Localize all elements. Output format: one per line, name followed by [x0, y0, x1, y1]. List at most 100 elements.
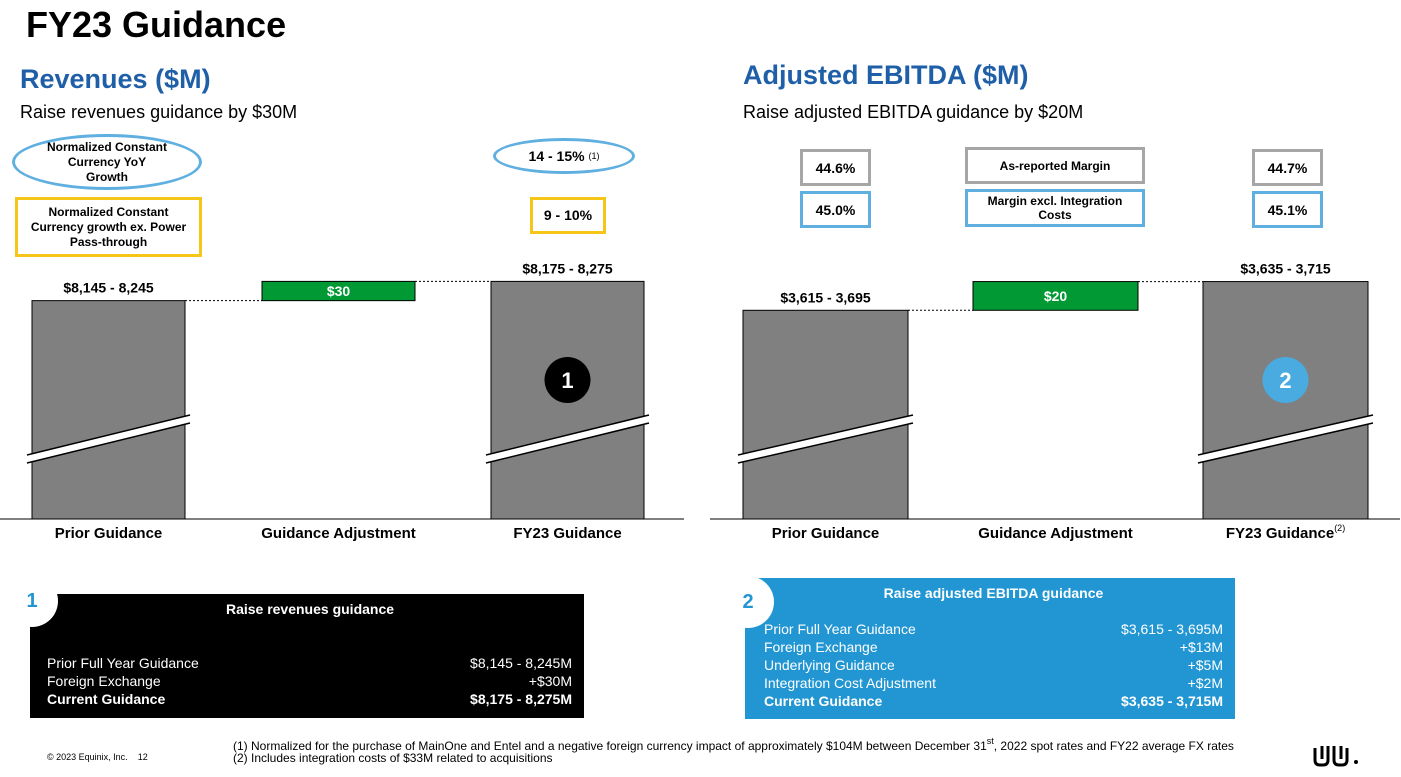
ebitda-summary-row: Underlying Guidance +$5M [764, 656, 1223, 674]
axis-break-line [1197, 422, 1374, 464]
growth-oval-value-text: 14 - 15% [528, 147, 585, 164]
data-label-prior: $8,145 - 8,245 [63, 280, 154, 296]
prior-excl-margin: 45.0% [800, 191, 871, 228]
axis-break-band [738, 415, 913, 463]
bar-guidance-adjustment [261, 280, 416, 302]
chart-badge [1262, 357, 1309, 403]
growth-oval-footnote: (1) [588, 150, 600, 161]
ebitda-summary-row-label: Prior Full Year Guidance [764, 621, 916, 637]
chart-badge [544, 357, 591, 403]
footnote-1-post: , 2022 spot rates and FY22 average FX ra… [993, 739, 1234, 753]
revenue-summary-row-label: Current Guidance [47, 691, 166, 707]
chart-badge-number: 1 [561, 368, 573, 393]
excl-margin-legend-text: Margin excl. Integration Costs [987, 194, 1123, 222]
bar-guidance-adjustment [972, 281, 1139, 311]
growth-oval-label-text: Normalized Constant Currency YoY Growth [47, 139, 168, 184]
revenue-summary-row: Foreign Exchange +$30M [47, 672, 572, 690]
power-passthrough-value-text: 9 - 10% [543, 207, 593, 223]
fy23-excl-margin-text: 45.1% [1267, 201, 1308, 218]
footnote-2: (2) Includes integration costs of $33M r… [233, 751, 553, 765]
revenue-summary-row-label: Foreign Exchange [47, 673, 161, 689]
axis-break-line [737, 414, 914, 456]
power-passthrough-label-text: Normalized Constant Currency growth ex. … [30, 204, 187, 249]
ebitda-summary-row: Prior Full Year Guidance $3,615 - 3,695M [764, 620, 1223, 638]
category-label: FY23 Guidance(2) [1226, 523, 1345, 542]
ebitda-subtitle: Raise adjusted EBITDA guidance by $20M [743, 102, 1084, 122]
revenue-summary-title: Raise revenues guidance [225, 601, 395, 617]
prior-reported-margin: 44.6% [800, 149, 871, 186]
data-label-fy23: $3,635 - 3,715 [1240, 261, 1331, 277]
data-label-fy23: $8,175 - 8,275 [522, 260, 613, 276]
fy23-reported-margin-text: 44.7% [1267, 159, 1308, 176]
ebitda-waterfall-chart: $3,615 - 3,695 $20 $3,635 - 3,715 Prior Gui… [710, 261, 1400, 542]
data-label-adjustment: $20 [1044, 288, 1068, 304]
ebitda-summary-box: Raise adjusted EBITDA guidance Prior Ful… [745, 578, 1235, 719]
prior-excl-margin-text: 45.0% [815, 201, 856, 218]
axis-break-band [1198, 415, 1373, 463]
ebitda-section-title: Adjusted EBITDA ($M) [743, 60, 1029, 90]
axis-break-line [26, 414, 191, 456]
page-title: FY23 Guidance [26, 4, 287, 45]
data-label-prior: $3,615 - 3,695 [780, 289, 871, 305]
revenue-section-title: Revenues ($M) [20, 64, 211, 94]
copyright-text: © 2023 Equinix, Inc. [47, 752, 128, 762]
fy23-reported-margin: 44.7% [1252, 149, 1323, 186]
prior-reported-margin-text: 44.6% [815, 159, 856, 176]
footnote-1-sup: st [986, 736, 994, 746]
power-passthrough-label: Normalized Constant Currency growth ex. … [15, 197, 202, 257]
equinix-logo-icon [1313, 746, 1358, 767]
data-label-adjustment: $30 [327, 283, 351, 299]
revenue-summary-badge: 1 [6, 575, 58, 627]
axis-break-band [27, 415, 190, 463]
ebitda-summary-row-value: +$2M [1187, 675, 1223, 691]
category-label: Prior Guidance [55, 525, 163, 542]
revenue-summary-rows: Prior Full Year Guidance $8,145 - 8,245M F… [47, 654, 572, 708]
ebitda-summary-badge: 2 [722, 576, 774, 628]
revenue-subtitle: Raise revenues guidance by $30M [20, 102, 298, 122]
reported-margin-legend: As-reported Margin [965, 147, 1145, 184]
excl-margin-legend: Margin excl. Integration Costs [965, 189, 1145, 227]
growth-oval-value: 14 - 15% (1) [493, 138, 635, 174]
revenue-summary-row-value: $8,175 - 8,275M [470, 691, 572, 707]
ebitda-summary-row-label: Foreign Exchange [764, 639, 878, 655]
bar-prior-guidance [742, 309, 909, 520]
fy23-excl-margin: 45.1% [1252, 191, 1323, 228]
ebitda-summary-row-value: $3,635 - 3,715M [1121, 693, 1223, 709]
category-label: Prior Guidance [772, 525, 880, 542]
ebitda-summary-row: Foreign Exchange +$13M [764, 638, 1223, 656]
revenue-summary-row-label: Prior Full Year Guidance [47, 655, 199, 671]
axis-break-line [26, 422, 191, 464]
chart-badge-number: 2 [1279, 368, 1291, 393]
copyright: © 2023 Equinix, Inc. 12 [47, 752, 148, 762]
category-label: Guidance Adjustment [978, 525, 1132, 542]
footnote-1-pre: (1) Normalized for the purchase of MainO… [233, 739, 987, 753]
axis-break-line [1197, 414, 1374, 456]
category-label: Guidance Adjustment [261, 525, 415, 542]
ebitda-summary-row: Current Guidance $3,635 - 3,715M [764, 692, 1223, 710]
revenue-summary-row: Prior Full Year Guidance $8,145 - 8,245M [47, 654, 572, 672]
axis-break-line [737, 422, 914, 464]
revenue-summary-row: Current Guidance $8,175 - 8,275M [47, 690, 572, 708]
bar-prior-guidance [31, 300, 186, 520]
growth-oval-label: Normalized Constant Currency YoY Growth [12, 134, 202, 190]
axis-break-line [485, 414, 650, 456]
ebitda-summary-row-value: +$13M [1179, 639, 1223, 655]
ebitda-summary-row-value: $3,615 - 3,695M [1121, 621, 1223, 637]
axis-break-band [486, 415, 649, 463]
axis-break-line [485, 422, 650, 464]
page-number: 12 [137, 752, 148, 762]
power-passthrough-value: 9 - 10% [530, 197, 606, 234]
ebitda-summary-rows: Prior Full Year Guidance $3,615 - 3,695M F… [764, 620, 1223, 710]
ebitda-summary-row: Integration Cost Adjustment +$2M [764, 674, 1223, 692]
ebitda-summary-row-value: +$5M [1187, 657, 1223, 673]
revenue-summary-box: Raise revenues guidance Prior Full Year … [30, 594, 584, 718]
revenue-summary-row-value: $8,145 - 8,245M [470, 655, 572, 671]
category-footnote: (2) [1334, 523, 1345, 533]
footnote-1: (1) Normalized for the purchase of MainO… [233, 733, 1234, 755]
ebitda-summary-row-label: Integration Cost Adjustment [764, 675, 936, 691]
revenue-waterfall-chart: $8,145 - 8,245 $30 $8,175 - 8,275 Prior Gui… [0, 260, 684, 542]
reported-margin-legend-text: As-reported Margin [999, 158, 1111, 173]
ebitda-summary-title: Raise adjusted EBITDA guidance [883, 585, 1104, 601]
ebitda-summary-row-label: Current Guidance [764, 693, 883, 709]
ebitda-summary-row-label: Underlying Guidance [764, 657, 895, 673]
